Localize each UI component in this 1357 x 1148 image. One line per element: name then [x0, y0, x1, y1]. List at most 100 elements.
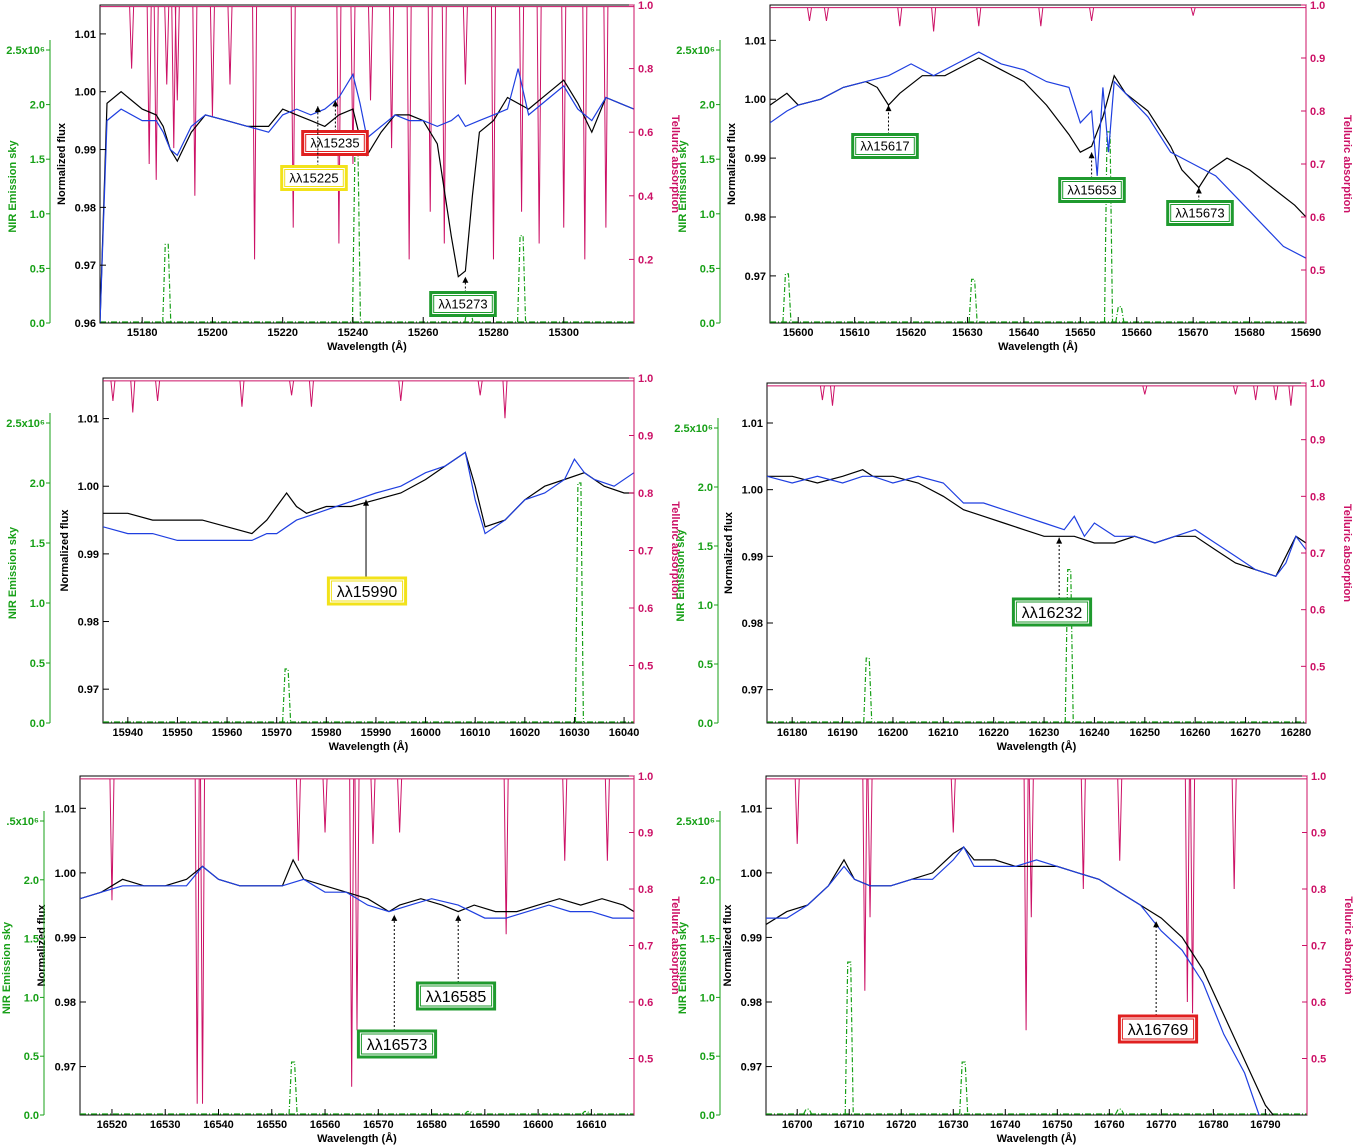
telluric-tick-label: 0.6 — [1311, 997, 1326, 1009]
sky-tick-label: 0.0 — [700, 318, 715, 330]
telluric-tick-label: 0.2 — [638, 254, 653, 266]
annotation-arrowhead — [462, 276, 469, 283]
sky-tick-label: 0.0 — [698, 718, 713, 730]
telluric-tick-label: 0.9 — [638, 828, 653, 840]
x-tick-label: 16580 — [416, 1119, 447, 1131]
telluric-tick-label: 0.8 — [1310, 491, 1325, 503]
chart-panel-3: 15940 15950 15960 15970 15980 15990 16000 16010… — [6, 373, 681, 753]
telluric-line — [295, 778, 301, 861]
telluric-line — [129, 6, 135, 69]
x-tick-label: 16700 — [782, 1119, 813, 1131]
telluric-line — [336, 6, 342, 244]
sky-tick-label: 2.5x10⁶ — [676, 816, 715, 828]
x-tick-label: 16260 — [1180, 727, 1211, 739]
x-tick-label: 15630 — [952, 327, 983, 339]
sky-tick-label: 0.0 — [700, 1110, 715, 1122]
flux-tick-label: 0.99 — [78, 549, 99, 561]
telluric-line — [200, 778, 206, 1104]
annotation-box-inner — [419, 985, 493, 1007]
telluric-line — [354, 778, 360, 1031]
annotation-label: λλ15990 — [337, 584, 398, 601]
annotation-box-inner — [1121, 1018, 1195, 1040]
flux-tick-label: 1.00 — [741, 868, 762, 880]
x-tick-label: 16710 — [834, 1119, 865, 1131]
flux-tick-label: 0.97 — [75, 260, 96, 272]
telluric-tick-label: 0.6 — [638, 997, 653, 1009]
sky-axis-label: NIR Emission sky — [677, 921, 689, 1014]
x-tick-label: 16530 — [150, 1119, 181, 1131]
sky-tick-label: 2.0 — [30, 478, 45, 490]
chart-panel-6: 16700 16710 16720 16730 16740 16750 16760 16770… — [676, 771, 1354, 1145]
sky-tick-label: 2.5x10⁶ — [676, 45, 715, 57]
annotation-arrowhead — [1153, 921, 1160, 928]
blue-spectrum — [767, 475, 1306, 578]
sky-tick-label: 2.5x10⁶ — [6, 45, 45, 57]
sky-tick-label: 0.0 — [24, 1110, 39, 1122]
black-spectrum — [103, 451, 634, 535]
x-tick-label: 16000 — [410, 727, 441, 739]
x-tick-label: 16010 — [460, 727, 491, 739]
sky-emission-peak — [351, 147, 362, 323]
x-tick-label: 16210 — [928, 727, 959, 739]
sky-tick-label: 2.0 — [698, 482, 713, 494]
flux-tick-label: 0.97 — [742, 685, 763, 697]
telluric-tick-label: 0.9 — [1310, 53, 1325, 65]
telluric-line — [1253, 385, 1259, 401]
chart-panel-5: 16520 16530 16540 16550 16560 16570 16580 16590… — [1, 771, 681, 1145]
telluric-line — [227, 6, 233, 85]
telluric-tick-label: 0.5 — [638, 1054, 653, 1066]
sky-emission-peak — [782, 273, 792, 323]
flux-tick-label: 1.01 — [745, 35, 766, 47]
x-tick-label: 15610 — [839, 327, 870, 339]
plot-frame — [79, 775, 635, 1116]
sky-emission-peak — [574, 482, 585, 723]
telluric-line — [164, 6, 170, 85]
telluric-line — [368, 6, 374, 101]
annotation-arrowhead — [314, 106, 321, 113]
flux-tick-label: 1.00 — [75, 87, 96, 99]
telluric-line — [1038, 7, 1044, 27]
telluric-line — [252, 6, 258, 260]
x-tick-label: 16760 — [1094, 1119, 1125, 1131]
telluric-line — [823, 7, 829, 21]
sky-emission-peak — [863, 657, 873, 723]
telluric-line — [322, 778, 328, 833]
telluric-tick-label: 0.6 — [638, 603, 653, 615]
x-tick-label: 16250 — [1130, 727, 1161, 739]
annotation-label: λλ15653 — [1067, 183, 1116, 198]
telluric-tick-label: 0.5 — [1310, 661, 1325, 673]
telluric-tick-label: 1.0 — [638, 0, 653, 12]
sky-emission-peak — [803, 1108, 813, 1115]
telluric-line — [807, 7, 812, 21]
x-axis-label: Wavelength (Å) — [998, 340, 1078, 353]
telluric-tick-label: 0.6 — [1310, 605, 1325, 617]
plot-area — [767, 385, 1306, 723]
sky-tick-label: 2.0 — [700, 875, 715, 887]
telluric-tick-label: 0.7 — [1310, 159, 1325, 171]
plot-area — [80, 778, 634, 1115]
flux-tick-label: 0.98 — [75, 202, 96, 214]
x-tick-label: 16270 — [1230, 727, 1261, 739]
telluric-line — [1089, 7, 1095, 21]
sky-tick-label: 2.5x10⁶ — [6, 418, 45, 430]
x-axis-label: Wavelength (Å) — [329, 740, 409, 753]
annotation-box-inner — [855, 137, 915, 155]
sky-emission-peak — [844, 961, 854, 1115]
sky-tick-label: 0.5 — [30, 263, 45, 275]
telluric-line — [370, 778, 376, 844]
flux-tick-label: 0.98 — [741, 997, 762, 1009]
x-axis-label: Wavelength (Å) — [317, 1132, 397, 1145]
telluric-line — [441, 6, 447, 244]
telluric-tick-label: 1.0 — [1310, 378, 1325, 390]
chart-panel-2: 15600 15610 15620 15630 15640 15650 15660 15670… — [676, 0, 1353, 353]
telluric-line — [194, 778, 200, 1104]
flux-tick-label: 0.97 — [745, 271, 766, 283]
telluric-line — [1232, 385, 1238, 395]
annotation-arrowhead — [455, 914, 462, 921]
sky-tick-label: 1.5 — [24, 934, 39, 946]
sky-tick-label: 1.0 — [30, 209, 45, 221]
telluric-line — [1080, 778, 1086, 890]
flux-axis-label: Normalized flux — [59, 509, 71, 592]
flux-axis-label: Normalized flux — [723, 511, 735, 594]
flux-tick-label: 0.98 — [742, 618, 763, 630]
